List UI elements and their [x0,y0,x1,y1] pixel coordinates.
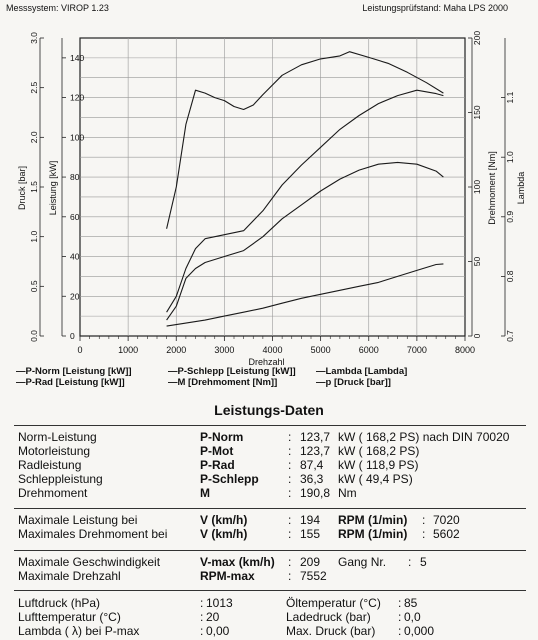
x-tick-label: 8000 [455,345,475,355]
lambda-tick-label: 0.9 [505,211,515,223]
series-line-0 [166,89,444,313]
x-tick-label: 2000 [166,345,186,355]
series-line-1 [166,161,444,321]
x-tick-label: 5000 [311,345,331,355]
druck-tick-label: 1.0 [29,230,39,242]
drehmoment-tick-label: 150 [472,105,482,119]
x-tick-label: 4000 [262,345,282,355]
leistung-tick-label: 40 [70,252,80,262]
drehmoment-axis-label: Drehmoment [Nm] [487,151,497,225]
legend-item: —Lambda [Lambda] [316,366,408,377]
drehmoment-tick-label: 0 [472,333,482,338]
power-chart: 0 1000 2000 3000 4000 5000 6000 7000 8000Drehzah… [17,31,526,365]
leistung-tick-label: 60 [70,212,80,222]
lambda-tick-label: 0.8 [505,270,515,282]
legend-item: —P-Rad [Leistung [kW]] [16,377,125,388]
druck-tick-label: 2.5 [29,81,39,93]
series-line-2 [166,263,444,327]
drehmoment-tick-label: 50 [472,257,482,267]
series-line-3 [166,51,444,229]
druck-tick-label: 0.0 [29,330,39,342]
druck-axis-label: Druck [bar] [17,166,27,210]
leistung-axis-label: Leistung [kW] [48,161,58,216]
lambda-tick-label: 1.1 [505,91,515,103]
druck-tick-label: 1.5 [29,181,39,193]
drehmoment-tick-label: 100 [472,180,482,194]
x-tick-label: 7000 [407,345,427,355]
leistung-tick-label: 80 [70,172,80,182]
header-left: Messsystem: VIROP 1.23 [6,3,109,13]
divider [14,590,526,591]
legend-item: —p [Druck [bar]] [316,377,391,388]
legend-item: —P-Schlepp [Leistung [kW]] [168,366,296,377]
divider [14,425,526,426]
lambda-axis-label: Lambda [516,172,526,205]
header-right: Leistungsprüfstand: Maha LPS 2000 [362,3,508,13]
data-title: Leistungs-Daten [214,402,324,418]
lambda-tick-label: 1.0 [505,151,515,163]
drehmoment-tick-label: 200 [472,31,482,45]
leistung-tick-label: 0 [70,331,75,341]
legend-item: —P-Norm [Leistung [kW]] [16,366,132,377]
legend-item: —M [Drehmoment [Nm]] [168,377,278,388]
x-axis-label: Drehzahl [248,357,284,365]
x-tick-label: 1000 [118,345,138,355]
leistung-tick-label: 120 [70,93,84,103]
leistung-tick-label: 20 [70,291,80,301]
x-tick-label: 6000 [359,345,379,355]
divider [14,508,526,509]
x-tick-label: 3000 [214,345,234,355]
druck-tick-label: 2.0 [29,131,39,143]
leistung-tick-label: 100 [70,132,84,142]
lambda-tick-label: 0.7 [505,330,515,342]
divider [14,550,526,551]
leistung-tick-label: 140 [70,53,84,63]
druck-tick-label: 3.0 [29,32,39,44]
x-tick-label: 0 [77,345,82,355]
druck-tick-label: 0.5 [29,280,39,292]
